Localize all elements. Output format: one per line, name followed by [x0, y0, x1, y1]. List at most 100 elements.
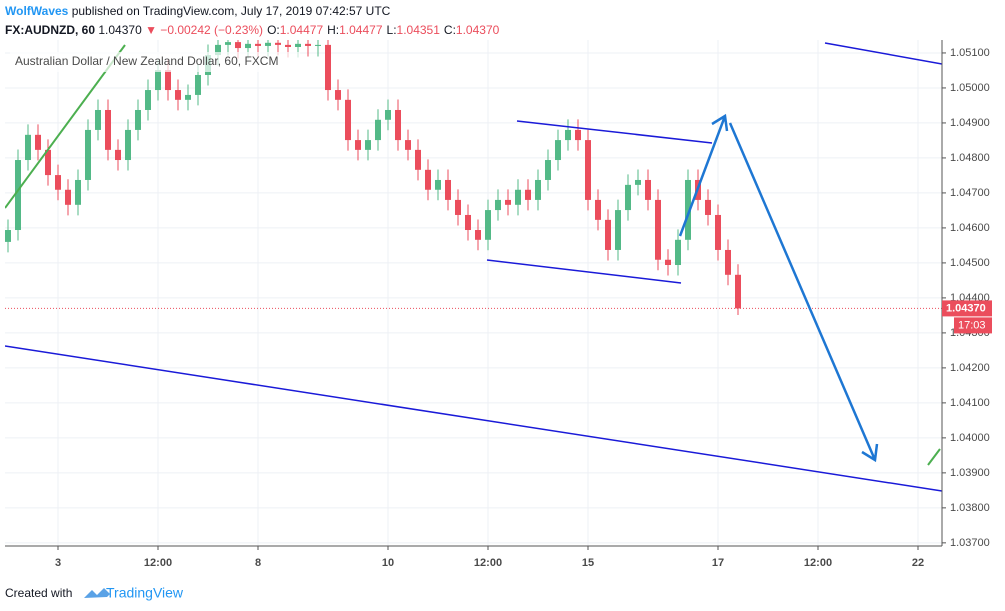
candle-body [725, 249, 731, 275]
candle-body [475, 230, 481, 240]
x-tick-label: 8 [255, 557, 261, 569]
y-tick-label: 1.04800 [950, 152, 990, 164]
quote-value: 1.04477 [280, 23, 324, 37]
candle-body [235, 42, 241, 49]
y-tick-label: 1.04000 [950, 432, 990, 444]
candle-body [495, 199, 501, 211]
x-tick-label: 10 [382, 557, 394, 569]
candle-body [245, 43, 251, 49]
candle-body [125, 129, 131, 161]
candle-body [405, 140, 411, 150]
published-text: published on TradingView.com, July 17, 2… [72, 4, 391, 18]
candle-body [335, 90, 341, 100]
footer-text: Created with [5, 586, 72, 600]
candle-body [585, 140, 591, 200]
candle-body [95, 109, 101, 130]
quote-label: C: [444, 23, 456, 37]
candle-body [345, 99, 351, 141]
candle-body [545, 160, 551, 180]
candle-body [65, 189, 71, 205]
y-tick-label: 1.03800 [950, 502, 990, 514]
candle-body [685, 179, 691, 240]
candle-body [385, 109, 391, 120]
arrow [728, 122, 879, 463]
quote-label: H: [327, 23, 339, 37]
candle-body [185, 94, 191, 100]
candle-body [75, 179, 81, 205]
candle-body [25, 134, 31, 161]
x-tick-label: 12:00 [144, 557, 172, 569]
x-tick-label: 15 [582, 557, 594, 569]
trend-line [927, 448, 941, 466]
candle-body [705, 199, 711, 215]
x-tick-label: 3 [55, 557, 61, 569]
candle-body [165, 70, 171, 91]
candle-body [595, 199, 601, 220]
candle-body [665, 259, 671, 266]
candle-body [675, 239, 681, 266]
candle-body [445, 179, 451, 200]
candle-body [435, 179, 441, 190]
logo [84, 588, 110, 598]
candle-body [275, 42, 281, 45]
quote-label: L: [387, 23, 397, 37]
candle-body [295, 43, 301, 47]
axes: 1.03700 1.03800 1.03900 1.04000 1.04100 1.042… [55, 47, 992, 569]
quote-value: 1.04477 [339, 23, 383, 37]
channel-line [516, 120, 713, 144]
quote-line: FX:AUDNZD, 60 1.04370 ▼ −0.00242 (−0.23%… [5, 23, 500, 37]
y-tick-label: 1.03700 [950, 537, 990, 549]
candle-body [175, 90, 181, 100]
candle-body [535, 179, 541, 200]
x-tick-label: 22 [912, 557, 924, 569]
y-tick-label: 1.04600 [950, 222, 990, 234]
candle-body [85, 129, 91, 180]
candle-body [485, 210, 491, 240]
quote-label: O: [267, 23, 280, 37]
trend-line [5, 44, 126, 209]
candle-body [655, 199, 661, 260]
candle-body [135, 109, 141, 130]
candle-body [525, 189, 531, 200]
legend-bg [10, 52, 300, 72]
candle-body [315, 44, 321, 46]
candle-body [635, 179, 641, 185]
candle-body [195, 74, 201, 95]
candle-body [575, 129, 581, 141]
candle-body [5, 230, 11, 242]
candle-body [565, 129, 571, 141]
footer-brand: TradingView [106, 585, 184, 601]
candle-body [145, 90, 151, 110]
candle-body [105, 109, 111, 150]
arrow [678, 113, 729, 237]
candle-body [305, 43, 311, 46]
y-tick-label: 1.05100 [950, 47, 990, 59]
candle-body [645, 179, 651, 200]
countdown: 17:03 [958, 319, 986, 331]
trend-line [824, 42, 942, 65]
candle-body [115, 149, 121, 161]
candle-body [265, 42, 271, 46]
candle-body [425, 169, 431, 190]
quote-value: 1.04370 [456, 23, 500, 37]
candle-body [35, 134, 41, 150]
candle-body [555, 140, 561, 161]
candle-body [455, 199, 461, 215]
drawings [5, 42, 942, 492]
candle-body [325, 44, 331, 91]
candle-body [395, 109, 401, 141]
candle-body [365, 140, 371, 150]
channel-line [486, 259, 682, 284]
price-label-bg [942, 300, 992, 317]
grid [5, 40, 942, 546]
x-tick-label: 17 [712, 557, 724, 569]
legend: Australian Dollar / New Zealand Dollar, … [15, 54, 278, 68]
candle-body [285, 44, 291, 47]
y-tick-label: 1.04900 [950, 117, 990, 129]
candle-body [415, 149, 421, 170]
candle-body [355, 140, 361, 150]
price-label: 1.04370 [946, 302, 986, 314]
y-tick-label: 1.04100 [950, 397, 990, 409]
author: WolfWaves [5, 4, 69, 18]
